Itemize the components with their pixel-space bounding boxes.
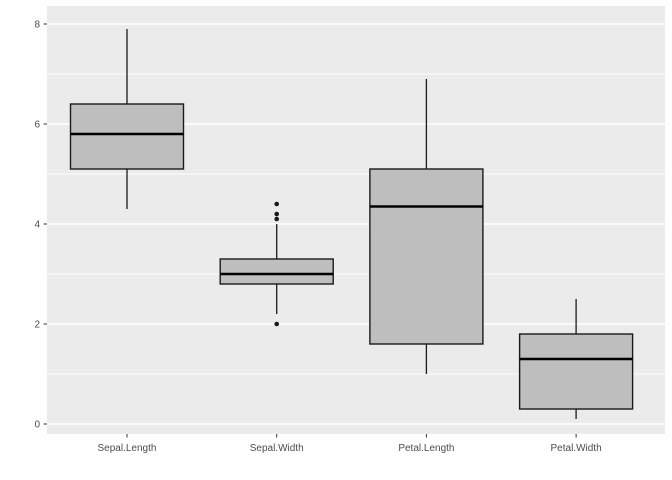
box-sepal-width	[219, 201, 334, 327]
box-iqr	[219, 258, 334, 285]
y-tick-label-4: 4	[34, 220, 40, 231]
x-tick-label-petal-width: Petal.Width	[551, 443, 602, 454]
y-tick-label-0: 0	[34, 420, 40, 431]
box-iqr	[69, 103, 185, 170]
y-tick-label-6: 6	[34, 120, 40, 131]
y-tick-label-2: 2	[34, 320, 40, 331]
box-petal-length	[369, 79, 484, 374]
box-sepal-length	[69, 29, 185, 209]
outlier-point	[274, 321, 280, 327]
box-iqr	[369, 168, 484, 345]
x-tick-label-sepal-width: Sepal.Width	[250, 443, 304, 454]
outlier-point	[274, 201, 280, 207]
y-tick-label-8: 8	[34, 20, 40, 31]
outlier-point	[274, 211, 280, 217]
x-tick-label-petal-length: Petal.Length	[398, 443, 454, 454]
box-iqr	[518, 333, 634, 410]
x-tick-label-sepal-length: Sepal.Length	[98, 443, 157, 454]
box-petal-width	[518, 299, 634, 419]
outlier-point	[274, 216, 280, 222]
